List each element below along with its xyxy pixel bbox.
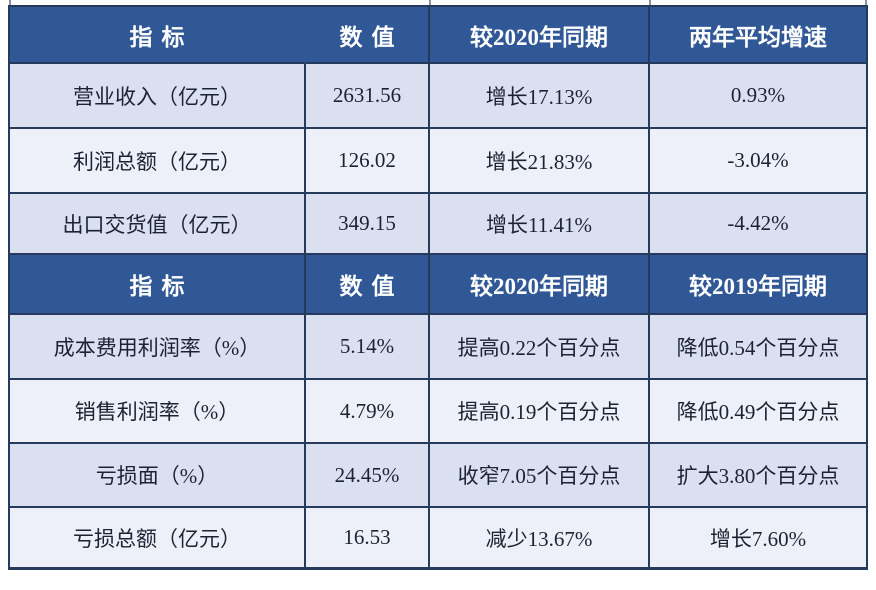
- cropped-row-remnant: [429, 0, 431, 5]
- table2-header-row: 指标 数值 较2020年同期 较2019年同期: [10, 255, 866, 315]
- cell-value: 4.79%: [306, 380, 430, 444]
- cell-indicator: 成本费用利润率（%）: [10, 315, 306, 380]
- statistics-table-wrap: 指标 数值 较2020年同期 两年平均增速 营业收入（亿元） 2631.56 增…: [8, 5, 868, 570]
- header-label: 数值: [339, 274, 404, 299]
- cell-vs2019: 增长7.60%: [650, 508, 866, 567]
- header-cell-indicator: 指标: [10, 7, 306, 64]
- cell-two-year-avg: -3.04%: [650, 129, 866, 194]
- cell-value: 2631.56: [306, 64, 430, 129]
- cropped-row-remnant: [649, 0, 651, 5]
- table-row: 营业收入（亿元） 2631.56 增长17.13% 0.93%: [10, 64, 866, 129]
- table-row: 利润总额（亿元） 126.02 增长21.83% -3.04%: [10, 129, 866, 194]
- cell-indicator: 销售利润率（%）: [10, 380, 306, 444]
- cell-value: 16.53: [306, 508, 430, 567]
- header-label: 指标: [129, 24, 194, 50]
- header-label: 较2020年同期: [470, 274, 608, 299]
- cell-indicator: 营业收入（亿元）: [10, 64, 306, 129]
- cell-indicator: 利润总额（亿元）: [10, 129, 306, 194]
- cell-two-year-avg: 0.93%: [650, 64, 866, 129]
- header-cell-value: 数值: [306, 255, 430, 315]
- cell-vs2020: 增长21.83%: [430, 129, 650, 194]
- cell-vs2020: 提高0.19个百分点: [430, 380, 650, 444]
- cell-vs2020: 收窄7.05个百分点: [430, 444, 650, 508]
- cell-value: 126.02: [306, 129, 430, 194]
- cell-indicator: 亏损总额（亿元）: [10, 508, 306, 567]
- cell-value: 24.45%: [306, 444, 430, 508]
- header-label: 较2020年同期: [470, 24, 608, 50]
- cell-vs2020: 减少13.67%: [430, 508, 650, 567]
- header-label: 数值: [339, 24, 404, 50]
- cell-vs2020: 提高0.22个百分点: [430, 315, 650, 380]
- header-cell-vs2020: 较2020年同期: [430, 7, 650, 64]
- header-cell-vs2019: 较2019年同期: [650, 255, 866, 315]
- header-cell-value: 数值: [306, 7, 430, 64]
- header-cell-vs2020: 较2020年同期: [430, 255, 650, 315]
- table-row: 出口交货值（亿元） 349.15 增长11.41% -4.42%: [10, 194, 866, 255]
- cell-value: 5.14%: [306, 315, 430, 380]
- cell-value: 349.15: [306, 194, 430, 255]
- cell-indicator: 出口交货值（亿元）: [10, 194, 306, 255]
- header-label: 指标: [129, 274, 194, 299]
- table-row: 亏损总额（亿元） 16.53 减少13.67% 增长7.60%: [10, 508, 866, 567]
- header-cell-two-year-avg: 两年平均增速: [650, 7, 866, 64]
- cell-vs2019: 降低0.49个百分点: [650, 380, 866, 444]
- table-row: 销售利润率（%） 4.79% 提高0.19个百分点 降低0.49个百分点: [10, 380, 866, 444]
- cropped-row-remnant: [865, 0, 867, 5]
- table-row: 亏损面（%） 24.45% 收窄7.05个百分点 扩大3.80个百分点: [10, 444, 866, 508]
- header-label: 两年平均增速: [689, 24, 827, 50]
- cell-two-year-avg: -4.42%: [650, 194, 866, 255]
- cell-vs2020: 增长17.13%: [430, 64, 650, 129]
- cropped-row-remnant: [9, 0, 11, 5]
- table1-header-row: 指标 数值 较2020年同期 两年平均增速: [10, 7, 866, 64]
- cell-vs2019: 扩大3.80个百分点: [650, 444, 866, 508]
- cell-vs2019: 降低0.54个百分点: [650, 315, 866, 380]
- cell-vs2020: 增长11.41%: [430, 194, 650, 255]
- table-row: 成本费用利润率（%） 5.14% 提高0.22个百分点 降低0.54个百分点: [10, 315, 866, 380]
- header-cell-indicator: 指标: [10, 255, 306, 315]
- statistics-table: 指标 数值 较2020年同期 两年平均增速 营业收入（亿元） 2631.56 增…: [10, 7, 866, 567]
- header-label: 较2019年同期: [689, 274, 827, 299]
- cell-indicator: 亏损面（%）: [10, 444, 306, 508]
